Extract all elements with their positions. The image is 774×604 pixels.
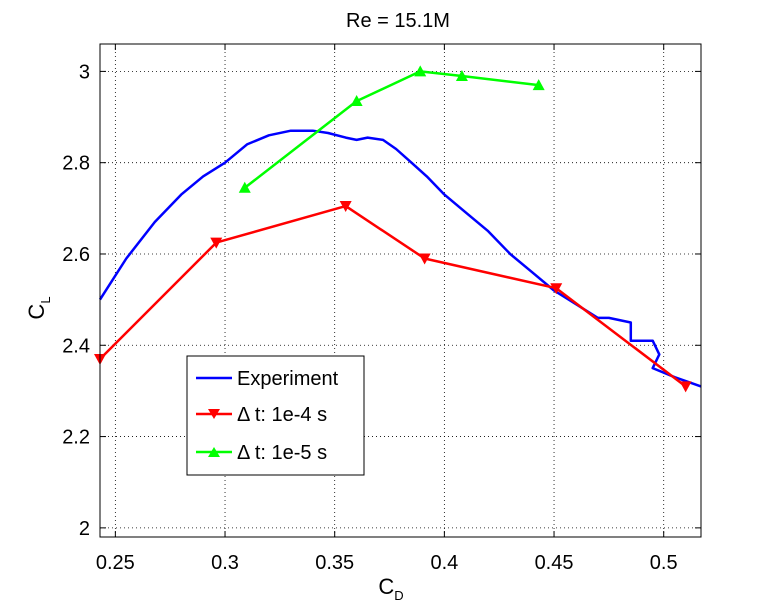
legend-marker-dt-1e-5 — [208, 447, 220, 457]
y-axis-label-sub: L — [38, 296, 53, 303]
x-axis-label-sub: D — [394, 588, 403, 603]
chart-title: Re = 15.1M — [346, 10, 450, 32]
y-axis-label: CL — [24, 296, 53, 319]
y-tick-label: 3 — [79, 61, 90, 83]
x-tick-label: 0.35 — [315, 552, 354, 574]
x-axis-label: CD — [378, 574, 403, 603]
series-line-experiment — [98, 129, 702, 388]
x-tick-label: 0.4 — [430, 552, 458, 574]
series-lines — [98, 70, 702, 388]
data-point-dt-1e-5 — [350, 95, 363, 107]
legend-label-experiment: Experiment — [237, 368, 339, 390]
legend-label-dt-1e-4: Δ t: 1e-4 s — [237, 404, 327, 426]
x-tick-label: 0.25 — [96, 552, 135, 574]
series-line-dt-1e-5 — [244, 70, 539, 189]
data-point-dt-1e-5 — [532, 79, 545, 91]
legend-label-dt-1e-5: Δ t: 1e-5 s — [237, 442, 327, 464]
data-point-dt-1e-5 — [238, 181, 251, 193]
data-point-dt-1e-4 — [210, 237, 223, 249]
x-axis-label-main: C — [378, 574, 394, 599]
data-point-dt-1e-5 — [455, 69, 468, 81]
data-point-dt-1e-4 — [418, 253, 431, 265]
data-point-dt-1e-4 — [339, 201, 352, 213]
data-point-dt-1e-4 — [679, 381, 692, 393]
y-tick-label: 2.4 — [62, 335, 90, 357]
x-tick-label: 0.3 — [211, 552, 239, 574]
data-point-dt-1e-5 — [414, 65, 427, 77]
y-axis-label-main: C — [24, 304, 49, 320]
plot-area-frame — [99, 43, 702, 538]
y-tick-label: 2.2 — [62, 427, 90, 449]
x-tick-label: 0.45 — [535, 552, 574, 574]
y-tick-label: 2.8 — [62, 153, 90, 175]
y-tick-label: 2 — [79, 518, 90, 540]
series-markers — [94, 65, 692, 393]
y-ticks: 2 2.2 2.4 2.6 2.8 3 — [62, 61, 701, 540]
data-point-dt-1e-4 — [550, 283, 563, 295]
legend: Experiment Δ t: 1e-4 s Δ t: 1e-5 s — [186, 355, 365, 476]
x-ticks: 0.25 0.3 0.35 0.4 0.45 0.5 — [96, 44, 678, 574]
legend-marker-dt-1e-4 — [208, 409, 220, 419]
y-tick-label: 2.6 — [62, 244, 90, 266]
x-tick-label: 0.5 — [650, 552, 678, 574]
series-line-dt-1e-4 — [99, 204, 687, 388]
